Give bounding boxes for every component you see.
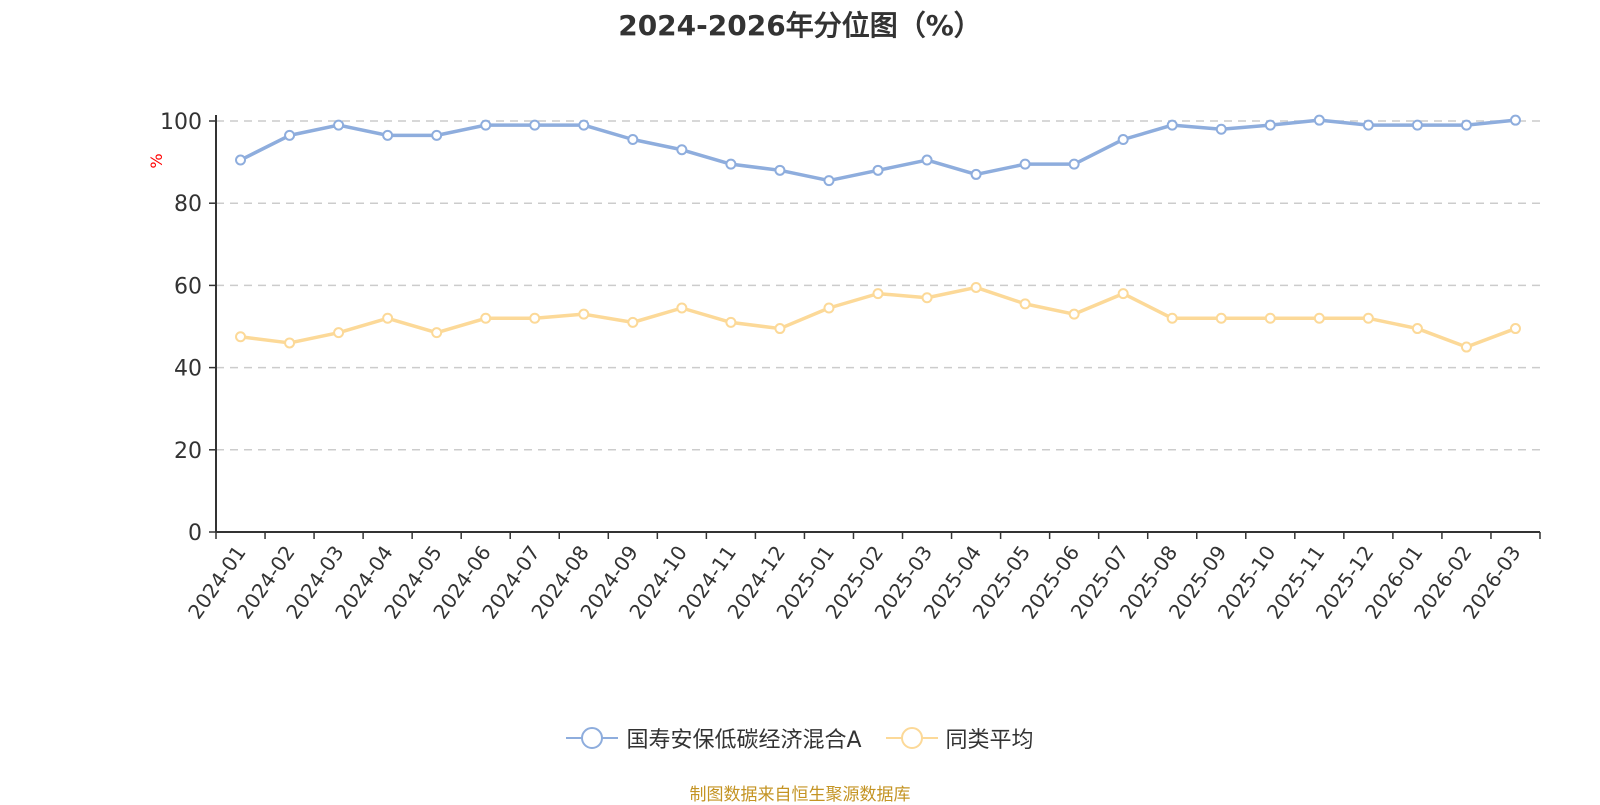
- legend-swatch: [566, 727, 619, 749]
- data-point: [1019, 298, 1031, 310]
- data-point: [823, 175, 835, 187]
- data-point: [970, 281, 982, 293]
- data-point: [431, 129, 443, 141]
- grid-lines: [216, 120, 1540, 451]
- data-point: [1362, 119, 1374, 131]
- data-point: [333, 119, 345, 131]
- data-point: [676, 144, 688, 156]
- data-point: [1117, 288, 1129, 300]
- data-point: [970, 168, 982, 180]
- y-tick-label: 0: [188, 521, 202, 546]
- data-point: [1117, 133, 1129, 145]
- data-point: [382, 312, 394, 324]
- data-point: [1313, 114, 1325, 126]
- y-tick-label: 100: [160, 110, 202, 135]
- axes: 020406080100%2024-012024-022024-032024-0…: [147, 110, 1541, 623]
- data-point: [578, 119, 590, 131]
- data-point: [1068, 158, 1080, 170]
- data-point: [676, 302, 688, 314]
- data-point: [1068, 308, 1080, 320]
- data-point: [1019, 158, 1031, 170]
- y-tick-label: 80: [174, 192, 202, 217]
- legend-swatch: [885, 727, 938, 749]
- data-point: [921, 292, 933, 304]
- data-point: [627, 316, 639, 328]
- data-point: [235, 154, 247, 166]
- data-point: [529, 312, 541, 324]
- data-point: [1166, 312, 1178, 324]
- y-tick-label: 20: [174, 439, 202, 464]
- data-point: [823, 302, 835, 314]
- data-point: [529, 119, 541, 131]
- data-point: [235, 331, 247, 343]
- data-point: [284, 129, 296, 141]
- data-point: [1313, 312, 1325, 324]
- data-point: [1411, 323, 1423, 335]
- data-point: [480, 119, 492, 131]
- data-point: [627, 133, 639, 145]
- data-point: [1411, 119, 1423, 131]
- legend-label: 同类平均: [945, 728, 1034, 753]
- data-point: [1509, 323, 1521, 335]
- legend-label: 国寿安保低碳经济混合A: [626, 728, 862, 753]
- data-point: [1460, 119, 1472, 131]
- data-point: [1215, 123, 1227, 135]
- chart-title: 2024-2026年分位图（%）: [618, 9, 982, 42]
- data-point: [1166, 119, 1178, 131]
- data-point: [872, 288, 884, 300]
- data-point: [1215, 312, 1227, 324]
- data-point: [774, 164, 786, 176]
- data-point: [382, 129, 394, 141]
- data-point: [1264, 312, 1276, 324]
- legend-item[interactable]: 同类平均: [885, 722, 1034, 754]
- data-point: [774, 323, 786, 335]
- data-point: [725, 158, 737, 170]
- data-point: [578, 308, 590, 320]
- source-note: 制图数据来自恒生聚源数据库: [689, 785, 911, 805]
- data-point: [1362, 312, 1374, 324]
- data-point: [725, 316, 737, 328]
- series-layer: [235, 114, 1521, 353]
- legend: 国寿安保低碳经济混合A 同类平均: [0, 722, 1600, 754]
- series-0: [235, 114, 1521, 187]
- legend-item[interactable]: 国寿安保低碳经济混合A: [566, 722, 862, 754]
- y-tick-label: 40: [174, 357, 202, 382]
- data-point: [284, 337, 296, 349]
- y-tick-label: 60: [174, 274, 202, 299]
- data-point: [1460, 341, 1472, 353]
- data-point: [431, 327, 443, 339]
- data-point: [1509, 114, 1521, 126]
- data-point: [333, 327, 345, 339]
- series-1: [235, 281, 1521, 353]
- data-point: [921, 154, 933, 166]
- y-axis-label: %: [147, 153, 166, 168]
- data-point: [872, 164, 884, 176]
- data-point: [1264, 119, 1276, 131]
- data-point: [480, 312, 492, 324]
